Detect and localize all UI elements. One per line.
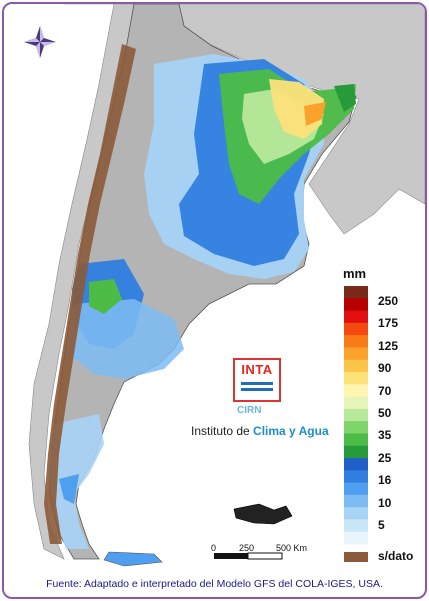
legend-swatch-1 (344, 531, 368, 545)
legend-swatch-60 (344, 384, 368, 398)
legend-swatch-80 (344, 359, 368, 373)
institute-prefix: Instituto de (191, 424, 254, 438)
legend-swatch-7 (344, 507, 368, 520)
legend-swatch-13 (344, 482, 368, 496)
legend-label-175: 175 (378, 316, 399, 331)
tierra-del-fuego (103, 551, 163, 567)
inta-stripe (241, 382, 273, 385)
legend-swatch-5 (344, 519, 368, 533)
legend-label-50: 50 (378, 406, 392, 420)
legend-swatch-30 (344, 433, 368, 447)
precipitation-map (24, 4, 425, 567)
rain-orange-core (304, 102, 326, 126)
nodata-andes-strip (44, 44, 136, 544)
legend-swatch-35 (344, 421, 368, 434)
legend-swatch-20 (344, 458, 368, 471)
legend-label-70: 70 (378, 383, 392, 398)
scale-label-0: 0 (211, 543, 217, 553)
institute-name: Instituto de Clima y Agua (191, 424, 329, 438)
legend-swatch-10 (344, 494, 368, 508)
inta-logo-text: INTA (241, 362, 273, 377)
legend-swatch-175 (344, 298, 368, 312)
scale-bar (214, 552, 283, 560)
legend-swatch-50 (344, 396, 368, 410)
legend-swatch-25 (344, 445, 368, 459)
malvinas-islands (233, 503, 293, 525)
legend-label-10: 10 (378, 495, 392, 510)
compass-rose-icon (24, 26, 56, 58)
legend-swatch-125 (344, 322, 368, 336)
cirn-label: CIRN (237, 405, 262, 416)
nodata-swatch (344, 552, 368, 562)
legend-color-bar (344, 286, 368, 545)
legend-swatch-150 (344, 310, 368, 324)
legend-label-90: 90 (378, 361, 392, 376)
legend-label-16: 16 (378, 473, 392, 488)
scale-label-500: 500 Km (276, 543, 308, 553)
legend-label-125: 125 (378, 338, 399, 353)
legend-swatch-70 (344, 372, 368, 385)
legend-swatch-16 (344, 470, 368, 484)
scale-label-250: 250 (239, 543, 255, 553)
legend-unit: mm (343, 266, 367, 281)
nodata-label: s/dato (378, 549, 414, 563)
inta-stripe (241, 388, 273, 391)
inta-logo: INTA (233, 358, 281, 402)
legend-swatch-110 (344, 335, 368, 348)
legend-swatch-250 (344, 286, 368, 299)
legend-label-35: 35 (378, 428, 392, 443)
institute-highlight: Clima y Agua (253, 424, 329, 438)
source-footer: Fuente: Adaptado e interpretado del Mode… (46, 578, 383, 590)
rain-darkgreen-north (334, 84, 356, 112)
rain-blue-south (59, 474, 79, 504)
legend-swatch-40 (344, 408, 368, 422)
rain-lightblue-central (69, 299, 184, 379)
legend-label-5: 5 (378, 518, 385, 532)
rain-green-west (89, 279, 122, 314)
legend-label-250: 250 (378, 294, 399, 308)
legend-label-25: 25 (378, 450, 392, 465)
legend-swatch-90 (344, 347, 368, 361)
